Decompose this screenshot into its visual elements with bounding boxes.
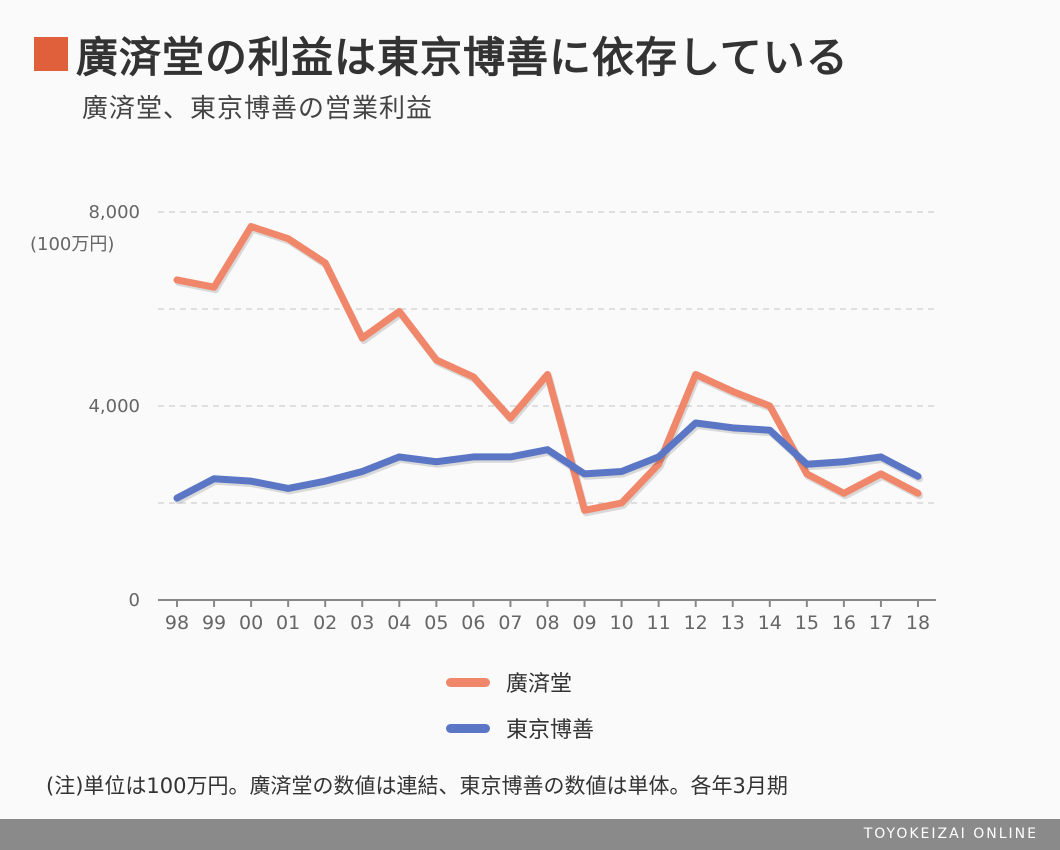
legend-swatch xyxy=(446,723,490,733)
x-tick-label: 06 xyxy=(461,612,485,634)
x-tick-label: 18 xyxy=(906,612,930,634)
x-tick-label: 14 xyxy=(758,612,782,634)
x-tick-label: 17 xyxy=(869,612,893,634)
y-axis-unit-label: (100万円) xyxy=(30,234,114,255)
x-tick-label: 10 xyxy=(610,612,634,634)
x-tick-label: 13 xyxy=(721,612,745,634)
x-tick-label: 00 xyxy=(239,612,263,634)
footnote: (注)単位は100万円。廣済堂の数値は連結、東京博善の数値は単体。各年3月期 xyxy=(46,774,788,798)
x-tick-label: 08 xyxy=(535,612,559,634)
x-tick-label: 99 xyxy=(202,612,226,634)
title-marker-square xyxy=(34,37,68,71)
x-tick-label: 16 xyxy=(832,612,856,634)
x-tick-label: 04 xyxy=(387,612,411,634)
legend-label: 廣済堂 xyxy=(506,672,573,697)
legend-swatch xyxy=(446,677,490,687)
x-tick-label: 02 xyxy=(313,612,337,634)
legend-item: 東京博善 xyxy=(446,708,594,748)
x-tick-label: 12 xyxy=(684,612,708,634)
x-tick-label: 11 xyxy=(647,612,671,634)
x-tick-label: 01 xyxy=(276,612,300,634)
x-tick-label: 09 xyxy=(572,612,596,634)
series-line-tokyo-hakuzen xyxy=(173,419,922,502)
x-tick-label: 05 xyxy=(424,612,448,634)
x-tick-label: 07 xyxy=(498,612,522,634)
x-tick-label: 03 xyxy=(350,612,374,634)
footer-bar: TOYOKEIZAI ONLINE xyxy=(0,819,1060,850)
chart-legend: 廣済堂 東京博善 xyxy=(446,662,594,748)
brand-label: TOYOKEIZAI ONLINE xyxy=(863,826,1038,842)
y-tick-label: 0 xyxy=(129,590,140,611)
legend-label: 東京博善 xyxy=(506,718,595,743)
title-block: 廣済堂の利益は東京博善に依存している xyxy=(34,26,849,82)
x-tick-label: 98 xyxy=(165,612,189,634)
x-tick-label: 15 xyxy=(795,612,819,634)
legend-item: 廣済堂 xyxy=(446,662,594,702)
y-tick-label: 4,000 xyxy=(88,396,140,417)
y-tick-label: 8,000 xyxy=(88,202,140,223)
line-chart: 0 4,000 8,000 (100万円) 98 99 00 01 02 03 04 05 06 07 08… xyxy=(30,202,936,634)
chart-title: 廣済堂の利益は東京博善に依存している xyxy=(76,32,849,82)
chart-subtitle: 廣済堂、東京博善の営業利益 xyxy=(82,94,434,124)
